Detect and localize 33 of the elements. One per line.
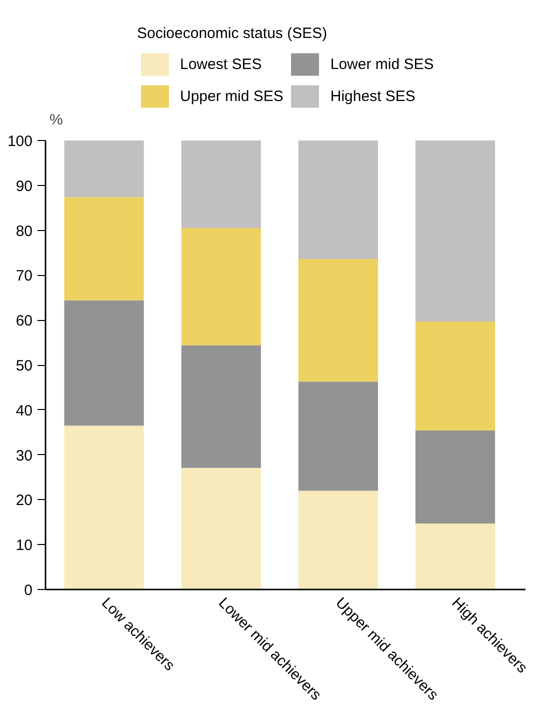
y-tick-label: 50 xyxy=(16,358,33,374)
bar xyxy=(64,140,144,198)
bar xyxy=(64,426,144,590)
bar xyxy=(298,259,378,382)
bar xyxy=(415,321,496,431)
legend-label: Lower mid SES xyxy=(330,56,434,72)
bar xyxy=(298,382,378,491)
bar xyxy=(298,490,378,590)
y-axis-title: % xyxy=(50,112,63,128)
bar xyxy=(298,140,378,260)
y-tick-label: 70 xyxy=(16,268,33,285)
y-tick-label: 90 xyxy=(16,178,33,195)
y-tick-label: 30 xyxy=(16,447,33,464)
y-tick-label: 10 xyxy=(16,537,33,554)
bar xyxy=(415,430,496,524)
legend-label: Upper mid SES xyxy=(180,88,284,104)
y-tick-label: 0 xyxy=(24,582,32,599)
legend-title: Socioeconomic status (SES) xyxy=(137,25,328,42)
y-tick-label: 80 xyxy=(16,222,33,240)
y-tick-label: 20 xyxy=(16,492,33,510)
bar xyxy=(181,345,261,468)
bar xyxy=(415,140,496,322)
bar xyxy=(181,140,261,228)
y-tick-label: 100 xyxy=(7,133,33,150)
bar xyxy=(181,468,261,590)
legend-label: Highest SES xyxy=(330,88,416,104)
bar xyxy=(64,300,144,426)
bar xyxy=(415,523,496,590)
legend-label: Lowest SES xyxy=(180,56,262,72)
bar xyxy=(64,197,144,300)
y-tick-label: 60 xyxy=(16,312,33,330)
bar xyxy=(181,228,261,346)
y-tick-label: 40 xyxy=(16,402,33,420)
